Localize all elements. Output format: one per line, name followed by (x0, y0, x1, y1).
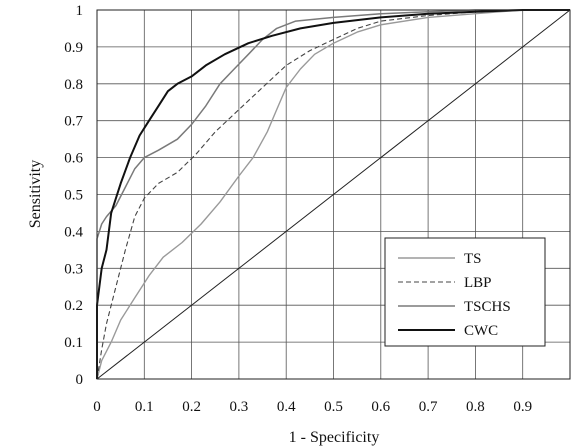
x-tick-label-8: 0.8 (466, 399, 485, 415)
y-tick-label-3: 0.3 (64, 261, 83, 277)
series-line-ts (96, 9, 570, 380)
y-tick-label-4: 0.4 (64, 224, 83, 240)
y-tick-label-1: 0.1 (64, 335, 83, 351)
x-tick-label-2: 0.2 (182, 399, 201, 415)
x-tick-label-7: 0.7 (419, 399, 438, 415)
y-tick-label-6: 0.6 (64, 151, 83, 167)
legend-label-lbp: LBP (464, 275, 492, 291)
x-tick-label-4: 0.4 (277, 399, 296, 415)
legend-label-cwc: CWC (464, 323, 498, 339)
legend-label-ts: TS (464, 251, 482, 267)
series-line-lbp (96, 9, 570, 380)
x-tick-label-3: 0.3 (230, 399, 249, 415)
y-tick-label-9: 0.9 (64, 40, 83, 56)
series-line-diagonal (96, 9, 571, 380)
series-line-cwc (96, 9, 570, 379)
y-tick-label-2: 0.2 (64, 298, 83, 314)
y-tick-labels: 0 0.1 0.2 0.3 0.4 0.5 0.6 0.7 0.8 0.9 1 (64, 3, 83, 388)
series-lines (96, 9, 571, 380)
x-tick-label-1: 0.1 (135, 399, 154, 415)
x-tick-label-6: 0.6 (371, 399, 390, 415)
x-tick-label-0: 0 (93, 399, 101, 415)
y-tick-label-0: 0 (76, 372, 84, 388)
x-tick-label-5: 0.5 (324, 399, 343, 415)
y-tick-label-8: 0.8 (64, 77, 83, 93)
legend-label-tschs: TSCHS (464, 299, 511, 315)
legend: TS LBP TSCHS CWC (384, 237, 546, 347)
x-tick-label-9: 0.9 (513, 399, 532, 415)
y-tick-label-10: 1 (76, 3, 84, 19)
legend-box (384, 237, 546, 347)
y-axis-title: Sensitivity (27, 160, 44, 228)
x-axis-title: 1 - Specificity (289, 429, 380, 446)
x-tick-labels: 0 0.1 0.2 0.3 0.4 0.5 0.6 0.7 0.8 0.9 (93, 399, 532, 415)
y-tick-label-5: 0.5 (64, 188, 83, 204)
plot-area-border (96, 9, 571, 380)
y-tick-label-7: 0.7 (64, 114, 83, 130)
